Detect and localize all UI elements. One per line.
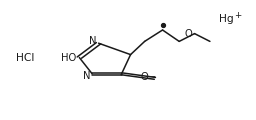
Text: −: − [148, 71, 156, 80]
Text: +: + [234, 11, 241, 20]
Text: O: O [185, 29, 193, 39]
Text: N: N [83, 71, 90, 81]
Text: Hg: Hg [219, 14, 234, 24]
Text: N: N [89, 36, 97, 46]
Text: HO: HO [61, 53, 76, 63]
Text: O: O [141, 72, 148, 82]
Text: HCl: HCl [16, 53, 34, 63]
